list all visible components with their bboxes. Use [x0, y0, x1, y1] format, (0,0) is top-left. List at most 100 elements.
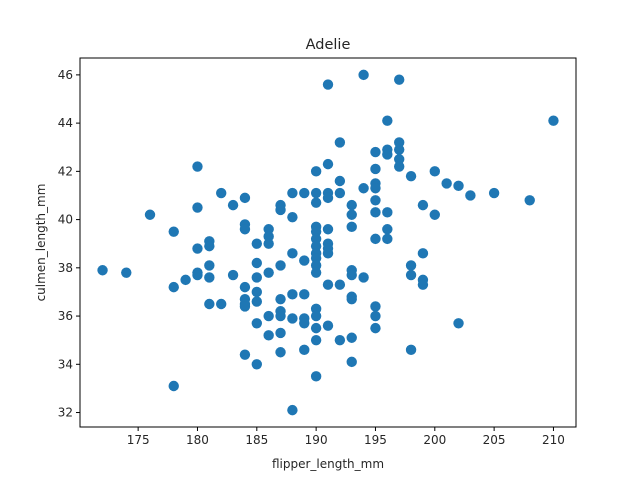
data-point [370, 195, 381, 206]
data-point [346, 356, 357, 368]
x-axis-label: flipper_length_mm [272, 457, 384, 471]
data-point [370, 322, 381, 334]
data-point [334, 175, 346, 187]
data-point [299, 318, 310, 329]
data-point [382, 149, 393, 160]
data-point [334, 137, 346, 148]
data-point [382, 233, 393, 245]
data-point [251, 286, 262, 298]
data-point [144, 209, 156, 220]
data-point [299, 344, 310, 356]
data-point [417, 199, 429, 211]
x-tick-label: 195 [364, 433, 387, 447]
x-tick-label: 190 [305, 433, 328, 447]
y-tick-label: 46 [58, 68, 73, 82]
chart-title: Adelie [306, 37, 351, 53]
data-point [310, 233, 322, 245]
data-point [251, 296, 262, 307]
data-point [287, 404, 298, 416]
data-point [251, 238, 262, 249]
data-point [370, 207, 381, 218]
x-tick-label: 205 [483, 433, 506, 447]
data-point [299, 187, 310, 199]
data-point [275, 327, 286, 339]
data-point [370, 146, 381, 158]
y-tick-label: 42 [58, 164, 73, 178]
data-point [322, 79, 334, 90]
x-axis-ticks: 175 180 185 190 195 200 205 210 [127, 427, 565, 447]
data-point [370, 163, 381, 175]
x-tick-label: 185 [245, 433, 268, 447]
data-point [239, 349, 251, 360]
y-axis-ticks: 32 34 36 38 40 42 44 46 [58, 68, 80, 420]
data-point [322, 320, 334, 331]
data-point [358, 183, 369, 194]
data-point [405, 170, 417, 182]
y-tick-label: 34 [58, 357, 73, 371]
data-point [382, 115, 393, 126]
data-point [358, 69, 369, 81]
data-point [263, 231, 274, 242]
data-point [263, 267, 274, 278]
data-point [310, 226, 322, 237]
data-point [382, 224, 393, 235]
y-tick-label: 44 [58, 116, 73, 130]
data-point [346, 209, 357, 220]
data-point [370, 301, 381, 312]
data-point [275, 260, 286, 271]
data-point [263, 310, 274, 322]
data-point [310, 322, 322, 334]
data-point [310, 260, 322, 271]
data-point [370, 233, 381, 245]
x-tick-label: 180 [186, 433, 209, 447]
data-point [405, 344, 417, 356]
data-point [394, 161, 405, 172]
data-point [334, 187, 346, 199]
data-point [180, 274, 191, 286]
data-point [310, 197, 322, 208]
data-point [299, 289, 310, 300]
y-axis-label: culmen_length_mm [34, 184, 48, 302]
data-point [310, 334, 322, 346]
data-point [204, 272, 215, 283]
data-point [310, 187, 322, 199]
data-point [251, 359, 262, 370]
data-point [192, 243, 203, 254]
data-point [287, 211, 298, 223]
x-tick-label: 200 [423, 433, 446, 447]
data-point [227, 199, 239, 211]
data-point [346, 293, 357, 305]
data-point [251, 272, 262, 283]
data-point [346, 199, 357, 211]
data-point [251, 318, 262, 329]
y-tick-label: 32 [58, 406, 73, 420]
data-point [263, 224, 274, 235]
data-point [287, 289, 298, 300]
data-point [524, 195, 535, 206]
data-point [216, 187, 227, 199]
data-point [441, 178, 452, 189]
data-point [204, 240, 215, 252]
data-point [453, 180, 464, 192]
data-point [239, 301, 251, 312]
data-point [239, 281, 251, 293]
data-point [310, 240, 322, 252]
data-point [310, 166, 322, 177]
data-point [275, 310, 286, 322]
data-point [263, 238, 274, 249]
data-point [322, 248, 334, 259]
data-point [417, 248, 429, 259]
data-point [346, 269, 357, 281]
data-point [310, 303, 322, 315]
y-tick-label: 40 [58, 213, 73, 227]
data-point [346, 332, 357, 343]
data-point [548, 115, 559, 126]
data-point [394, 144, 405, 155]
data-point [227, 269, 239, 281]
x-tick-label: 210 [542, 433, 565, 447]
data-point [121, 267, 132, 278]
data-point [287, 313, 298, 324]
data-point [310, 252, 322, 264]
data-point [465, 190, 476, 201]
data-point [168, 226, 179, 237]
